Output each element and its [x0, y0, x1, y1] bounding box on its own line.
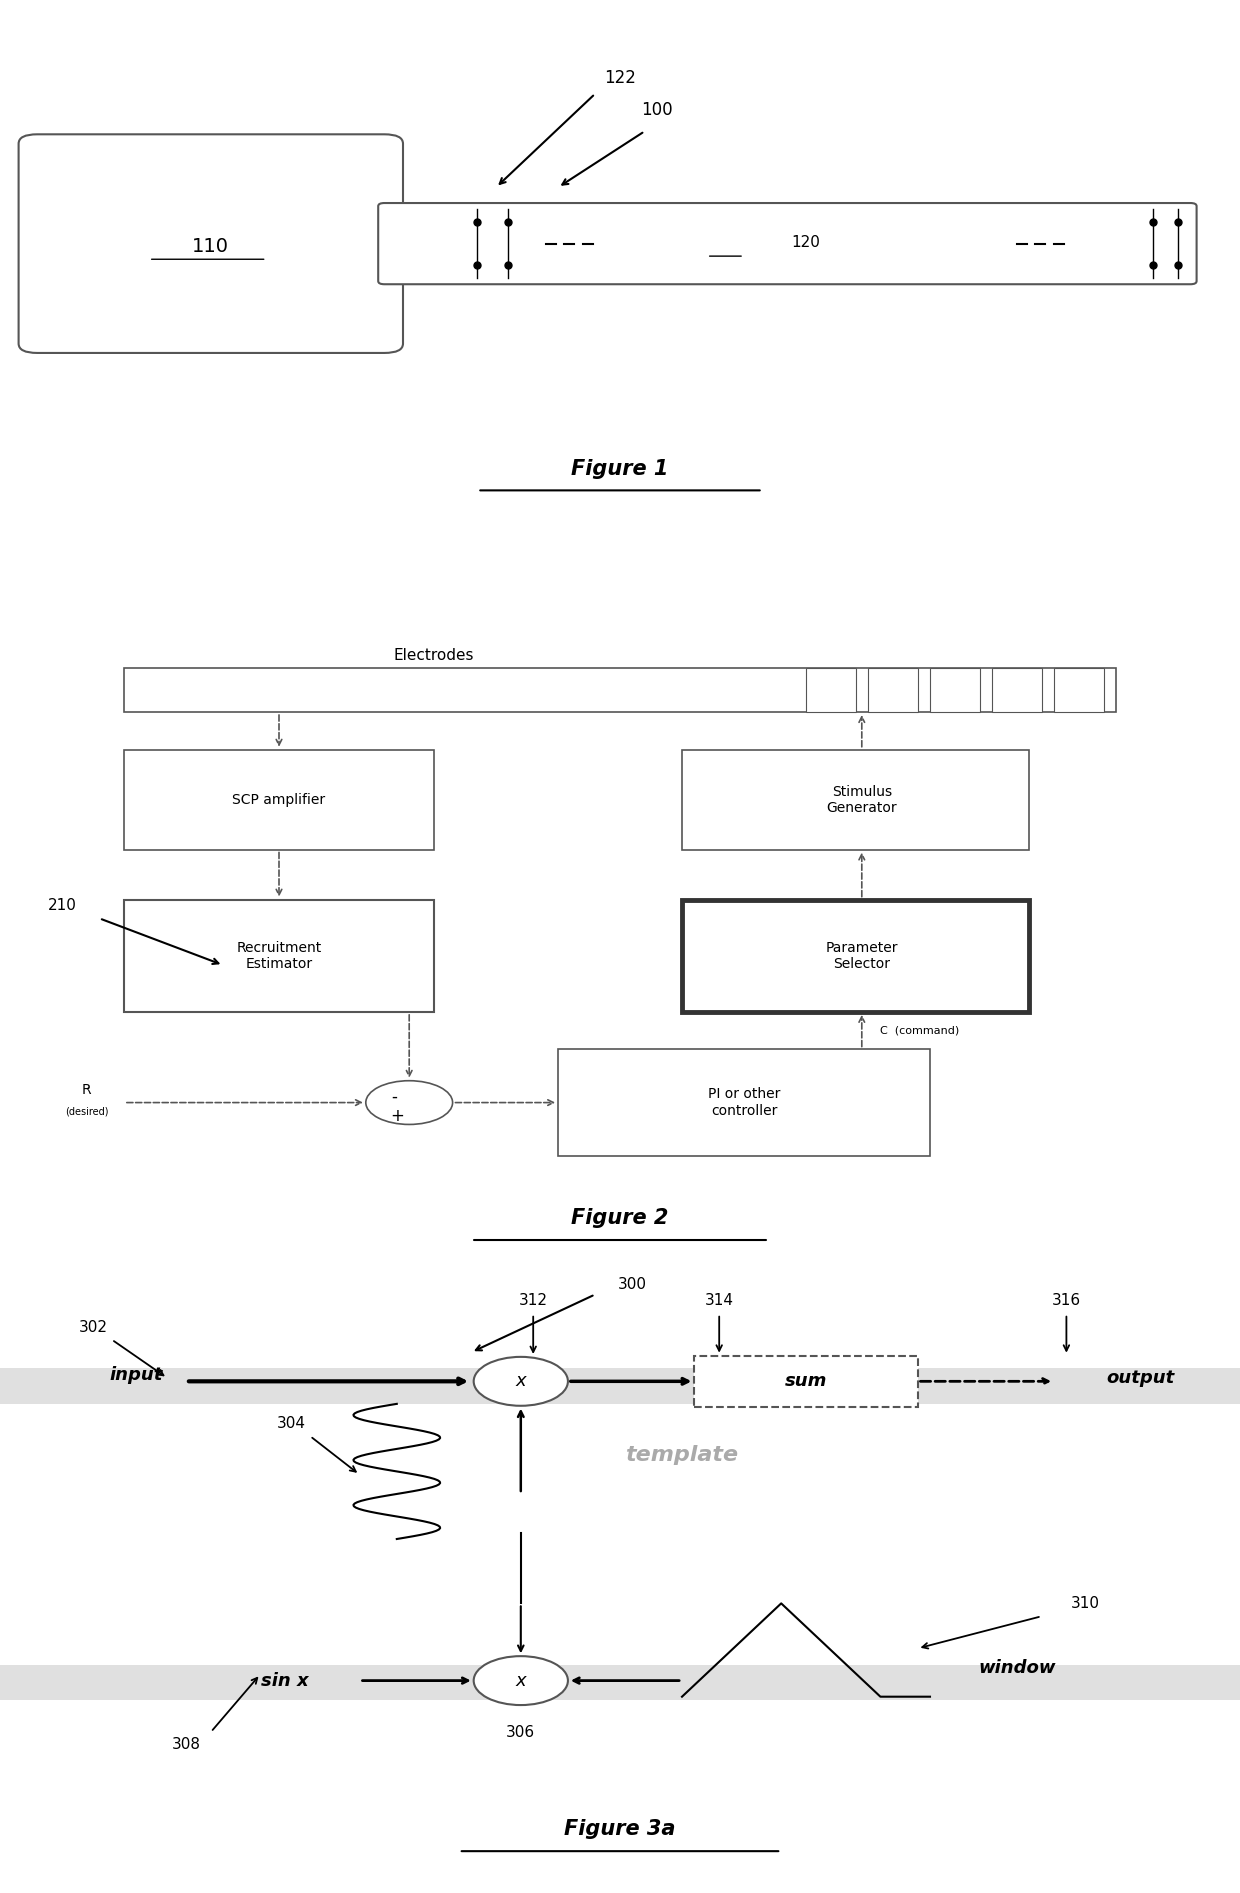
- Text: template: template: [625, 1446, 739, 1465]
- Text: 302: 302: [78, 1321, 108, 1335]
- Bar: [930, 668, 980, 712]
- Text: 316: 316: [1052, 1293, 1081, 1308]
- Text: 100: 100: [641, 100, 673, 119]
- Text: Parameter
Selector: Parameter Selector: [826, 941, 898, 971]
- Text: C  (command): C (command): [880, 1026, 960, 1035]
- Text: Figure 3a: Figure 3a: [564, 1819, 676, 1838]
- Text: 306: 306: [506, 1725, 536, 1740]
- Circle shape: [474, 1357, 568, 1406]
- Bar: [868, 668, 918, 712]
- Text: 310: 310: [1070, 1596, 1100, 1611]
- Text: sin x: sin x: [262, 1672, 309, 1690]
- FancyBboxPatch shape: [694, 1355, 918, 1406]
- Text: Electrodes: Electrodes: [394, 649, 474, 663]
- Text: Figure 1: Figure 1: [572, 458, 668, 479]
- Text: PI or other
controller: PI or other controller: [708, 1087, 780, 1117]
- Text: 314: 314: [704, 1293, 734, 1308]
- Text: Recruitment
Estimator: Recruitment Estimator: [237, 941, 321, 971]
- Text: 308: 308: [171, 1738, 201, 1753]
- Text: 122: 122: [604, 70, 636, 87]
- Circle shape: [474, 1656, 568, 1706]
- Text: input: input: [109, 1367, 164, 1384]
- FancyBboxPatch shape: [682, 899, 1029, 1013]
- Bar: [992, 668, 1042, 712]
- Bar: [124, 668, 1116, 712]
- FancyBboxPatch shape: [558, 1049, 930, 1155]
- Text: 110: 110: [192, 237, 229, 256]
- FancyBboxPatch shape: [124, 750, 434, 850]
- Text: 210: 210: [47, 899, 77, 912]
- FancyBboxPatch shape: [682, 750, 1029, 850]
- Text: -: -: [392, 1087, 397, 1106]
- Text: x: x: [516, 1672, 526, 1690]
- Bar: [0, 1369, 1240, 1405]
- Text: Stimulus
Generator: Stimulus Generator: [827, 784, 897, 814]
- Text: Figure 2: Figure 2: [572, 1208, 668, 1229]
- Text: x: x: [516, 1372, 526, 1389]
- Text: +: +: [389, 1107, 404, 1124]
- Text: 304: 304: [277, 1416, 306, 1431]
- Text: sum: sum: [785, 1372, 827, 1389]
- Text: output: output: [1106, 1369, 1176, 1388]
- Bar: [806, 668, 856, 712]
- FancyBboxPatch shape: [124, 899, 434, 1013]
- FancyBboxPatch shape: [19, 134, 403, 352]
- Text: 120: 120: [791, 235, 821, 250]
- Text: 300: 300: [618, 1278, 647, 1293]
- FancyBboxPatch shape: [378, 203, 1197, 284]
- Bar: [0, 1664, 1240, 1700]
- Text: SCP amplifier: SCP amplifier: [232, 793, 326, 806]
- Text: window: window: [978, 1658, 1055, 1677]
- Text: R: R: [82, 1083, 92, 1098]
- Bar: [1054, 668, 1104, 712]
- Text: (desired): (desired): [64, 1107, 109, 1117]
- Text: 312: 312: [518, 1293, 548, 1308]
